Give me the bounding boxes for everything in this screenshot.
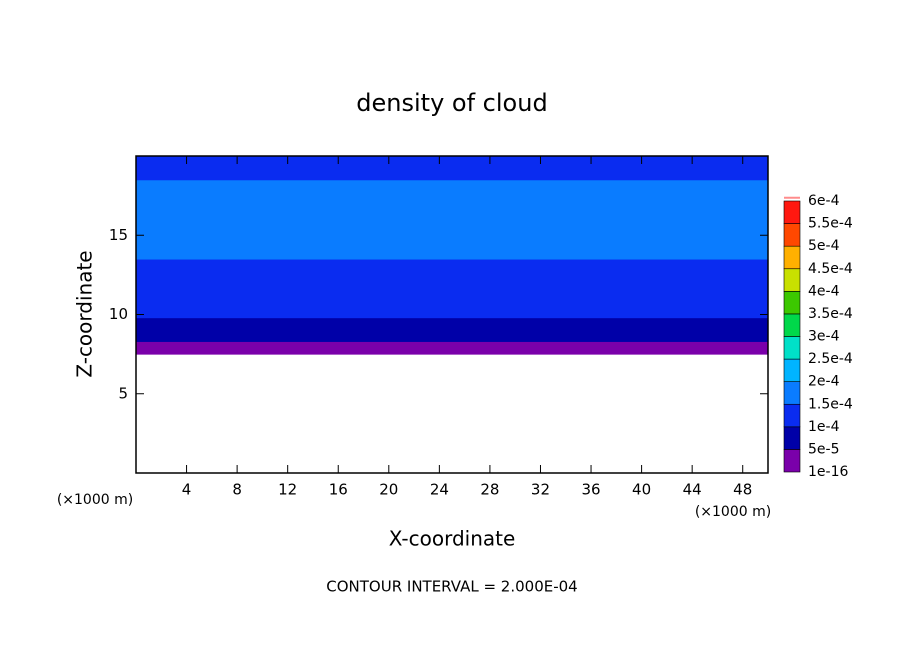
colorbar-box [783, 200, 801, 224]
colorbar-label: 2e-4 [808, 374, 840, 390]
contour-band [136, 341, 768, 355]
x-axis-label: X-coordinate [389, 527, 516, 551]
y-tick-label: 10 [109, 305, 128, 323]
contour-band [136, 330, 768, 342]
x-tick-label: 36 [581, 481, 600, 499]
colorbar-box [783, 291, 801, 315]
contour-band [136, 179, 768, 205]
colorbar-cap [784, 196, 800, 199]
chart-title: density of cloud [356, 89, 547, 117]
contour-interval: CONTOUR INTERVAL = 2.000E-04 [326, 578, 577, 596]
x-tick-label: 12 [278, 481, 297, 499]
contour-band [136, 290, 768, 306]
contour-band [136, 317, 768, 331]
colorbar-label: 4e-4 [808, 283, 840, 299]
colorbar-box [783, 381, 801, 405]
colorbar-label: 5e-5 [808, 441, 839, 457]
colorbar-label: 5e-4 [808, 238, 840, 254]
x-tick-label: 48 [733, 481, 752, 499]
colorbar-box [783, 245, 801, 270]
x-tick-label: 8 [232, 481, 242, 499]
y-tick-label: 5 [118, 384, 128, 402]
x-tick-label: 24 [430, 481, 449, 499]
colorbar-label: 4.5e-4 [808, 261, 853, 277]
x-tick-label: 16 [329, 481, 348, 499]
colorbar-label: 3.5e-4 [808, 306, 853, 322]
contour-band [136, 274, 768, 292]
colorbar-label: 1.5e-4 [808, 396, 853, 412]
colorbar-label: 1e-16 [808, 464, 848, 480]
y-tick-label: 15 [109, 226, 128, 244]
contour-band [136, 156, 768, 181]
colorbar-box [783, 313, 801, 337]
x-tick-label: 40 [632, 481, 651, 499]
colorbar-label: 5.5e-4 [808, 216, 853, 232]
colorbar-label: 3e-4 [808, 329, 840, 345]
x-tick-label: 44 [683, 481, 702, 499]
x-tick-label: 4 [182, 481, 192, 499]
colorbar-label: 1e-4 [808, 419, 840, 435]
colorbar-label: 2.5e-4 [808, 351, 853, 367]
x-unit: (×1000 m) [695, 504, 771, 520]
contour-band [136, 259, 768, 276]
colorbar-box [783, 449, 801, 473]
contour-band [136, 203, 768, 236]
contour-band [136, 235, 768, 260]
contour-band [136, 304, 768, 319]
colorbar-box [783, 426, 801, 450]
colorbar-box [783, 268, 801, 292]
colorbar-box [783, 358, 801, 382]
colorbar-label: 6e-4 [808, 193, 840, 209]
x-tick-label: 28 [480, 481, 499, 499]
y-axis-label: Z-coordinate [73, 250, 97, 377]
y-unit: (×1000 m) [57, 492, 133, 508]
colorbar-box [783, 336, 801, 360]
x-tick-label: 20 [379, 481, 398, 499]
colorbar-box [783, 403, 801, 428]
x-tick-label: 32 [531, 481, 550, 499]
colorbar-box [783, 223, 801, 247]
